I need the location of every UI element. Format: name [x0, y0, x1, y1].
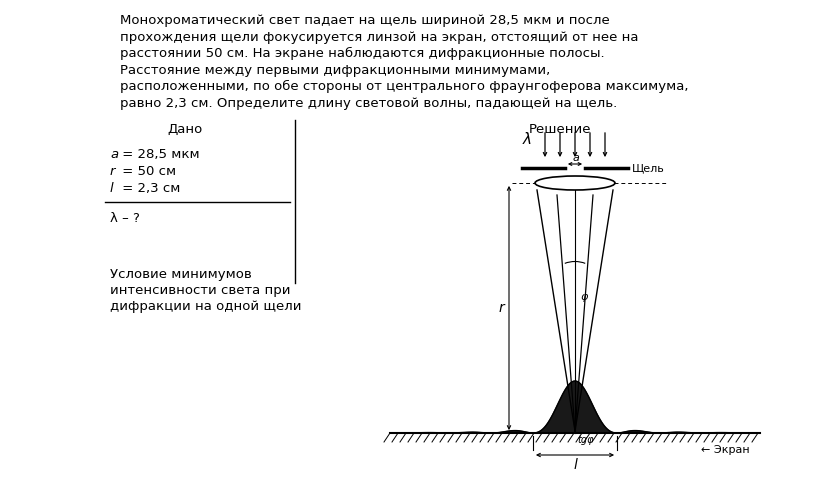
Ellipse shape [535, 176, 615, 190]
Text: r: r [110, 165, 116, 178]
Text: = 50 см: = 50 см [118, 165, 176, 178]
Text: прохождения щели фокусируется линзой на экран, отстоящий от нее на: прохождения щели фокусируется линзой на … [120, 31, 638, 43]
Text: a: a [110, 148, 118, 161]
Text: λ: λ [523, 132, 532, 147]
Text: интенсивности света при: интенсивности света при [110, 284, 291, 297]
Text: tgφ: tgφ [577, 435, 594, 445]
Text: λ – ?: λ – ? [110, 212, 140, 225]
Text: Дано: Дано [168, 123, 202, 136]
Text: Условие минимумов: Условие минимумов [110, 268, 252, 281]
Text: расстоянии 50 см. На экране наблюдаются дифракционные полосы.: расстоянии 50 см. На экране наблюдаются … [120, 47, 605, 60]
Text: равно 2,3 см. Определите длину световой волны, падающей на щель.: равно 2,3 см. Определите длину световой … [120, 97, 617, 109]
Text: r: r [498, 301, 504, 315]
Text: l: l [573, 458, 577, 472]
Text: φ: φ [580, 292, 587, 302]
Text: Расстояние между первыми дифракционными минимумами,: Расстояние между первыми дифракционными … [120, 64, 550, 76]
Text: l: l [110, 182, 114, 195]
Text: Щель: Щель [632, 163, 665, 173]
Text: = 28,5 мкм: = 28,5 мкм [118, 148, 200, 161]
Text: Решение: Решение [529, 123, 591, 136]
Text: ← Экран: ← Экран [701, 445, 750, 455]
Text: дифракции на одной щели: дифракции на одной щели [110, 300, 301, 313]
Text: a: a [572, 153, 579, 163]
Text: расположенными, по обе стороны от центрального фраунгоферова максимума,: расположенными, по обе стороны от центра… [120, 80, 689, 93]
Text: Монохроматический свет падает на щель шириной 28,5 мкм и после: Монохроматический свет падает на щель ши… [120, 14, 610, 27]
Text: = 2,3 см: = 2,3 см [118, 182, 180, 195]
